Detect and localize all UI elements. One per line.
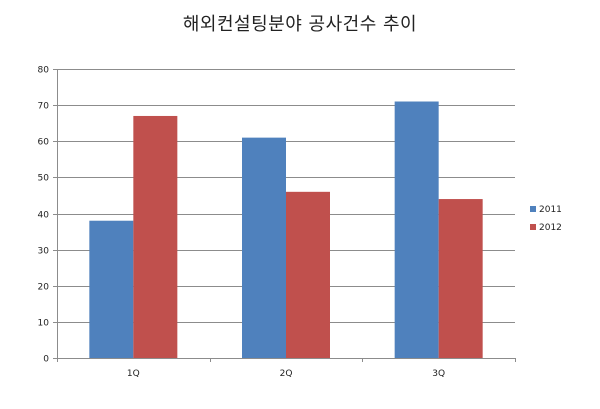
bars xyxy=(89,101,483,359)
tick-labels: 0 10 20 30 40 50 60 70 80 1Q 2Q 3Q xyxy=(38,66,446,380)
y-tick-label: 70 xyxy=(38,102,50,112)
y-tick-label: 80 xyxy=(38,66,50,76)
x-tick-label: 2Q xyxy=(280,369,293,379)
y-tick-label: 0 xyxy=(43,355,49,365)
y-tick-label: 40 xyxy=(38,211,50,221)
y-tick-label: 30 xyxy=(38,247,50,257)
bar-2011-3Q xyxy=(394,101,439,358)
y-tick-label: 10 xyxy=(38,319,50,329)
y-tick-label: 60 xyxy=(38,138,50,148)
bar-2011-2Q xyxy=(242,137,286,358)
bar-2011-1Q xyxy=(89,220,134,358)
legend-label-2011: 2011 xyxy=(539,205,562,215)
axes xyxy=(53,69,516,362)
legend-label-2012: 2012 xyxy=(539,223,562,233)
y-tick-label: 20 xyxy=(38,283,50,293)
legend-swatch-2012 xyxy=(530,224,536,230)
x-tick-label: 1Q xyxy=(127,369,140,379)
bar-2012-3Q xyxy=(438,199,483,358)
legend-swatch-2011 xyxy=(530,206,536,212)
legend: 2011 2012 xyxy=(530,205,562,233)
bar-2012-2Q xyxy=(286,191,330,358)
y-tick-label: 50 xyxy=(38,174,50,184)
x-tick-label: 3Q xyxy=(432,369,445,379)
bar-2012-1Q xyxy=(133,115,178,359)
chart-title: 해외컨설팅분야 공사건수 추이 xyxy=(182,14,418,35)
